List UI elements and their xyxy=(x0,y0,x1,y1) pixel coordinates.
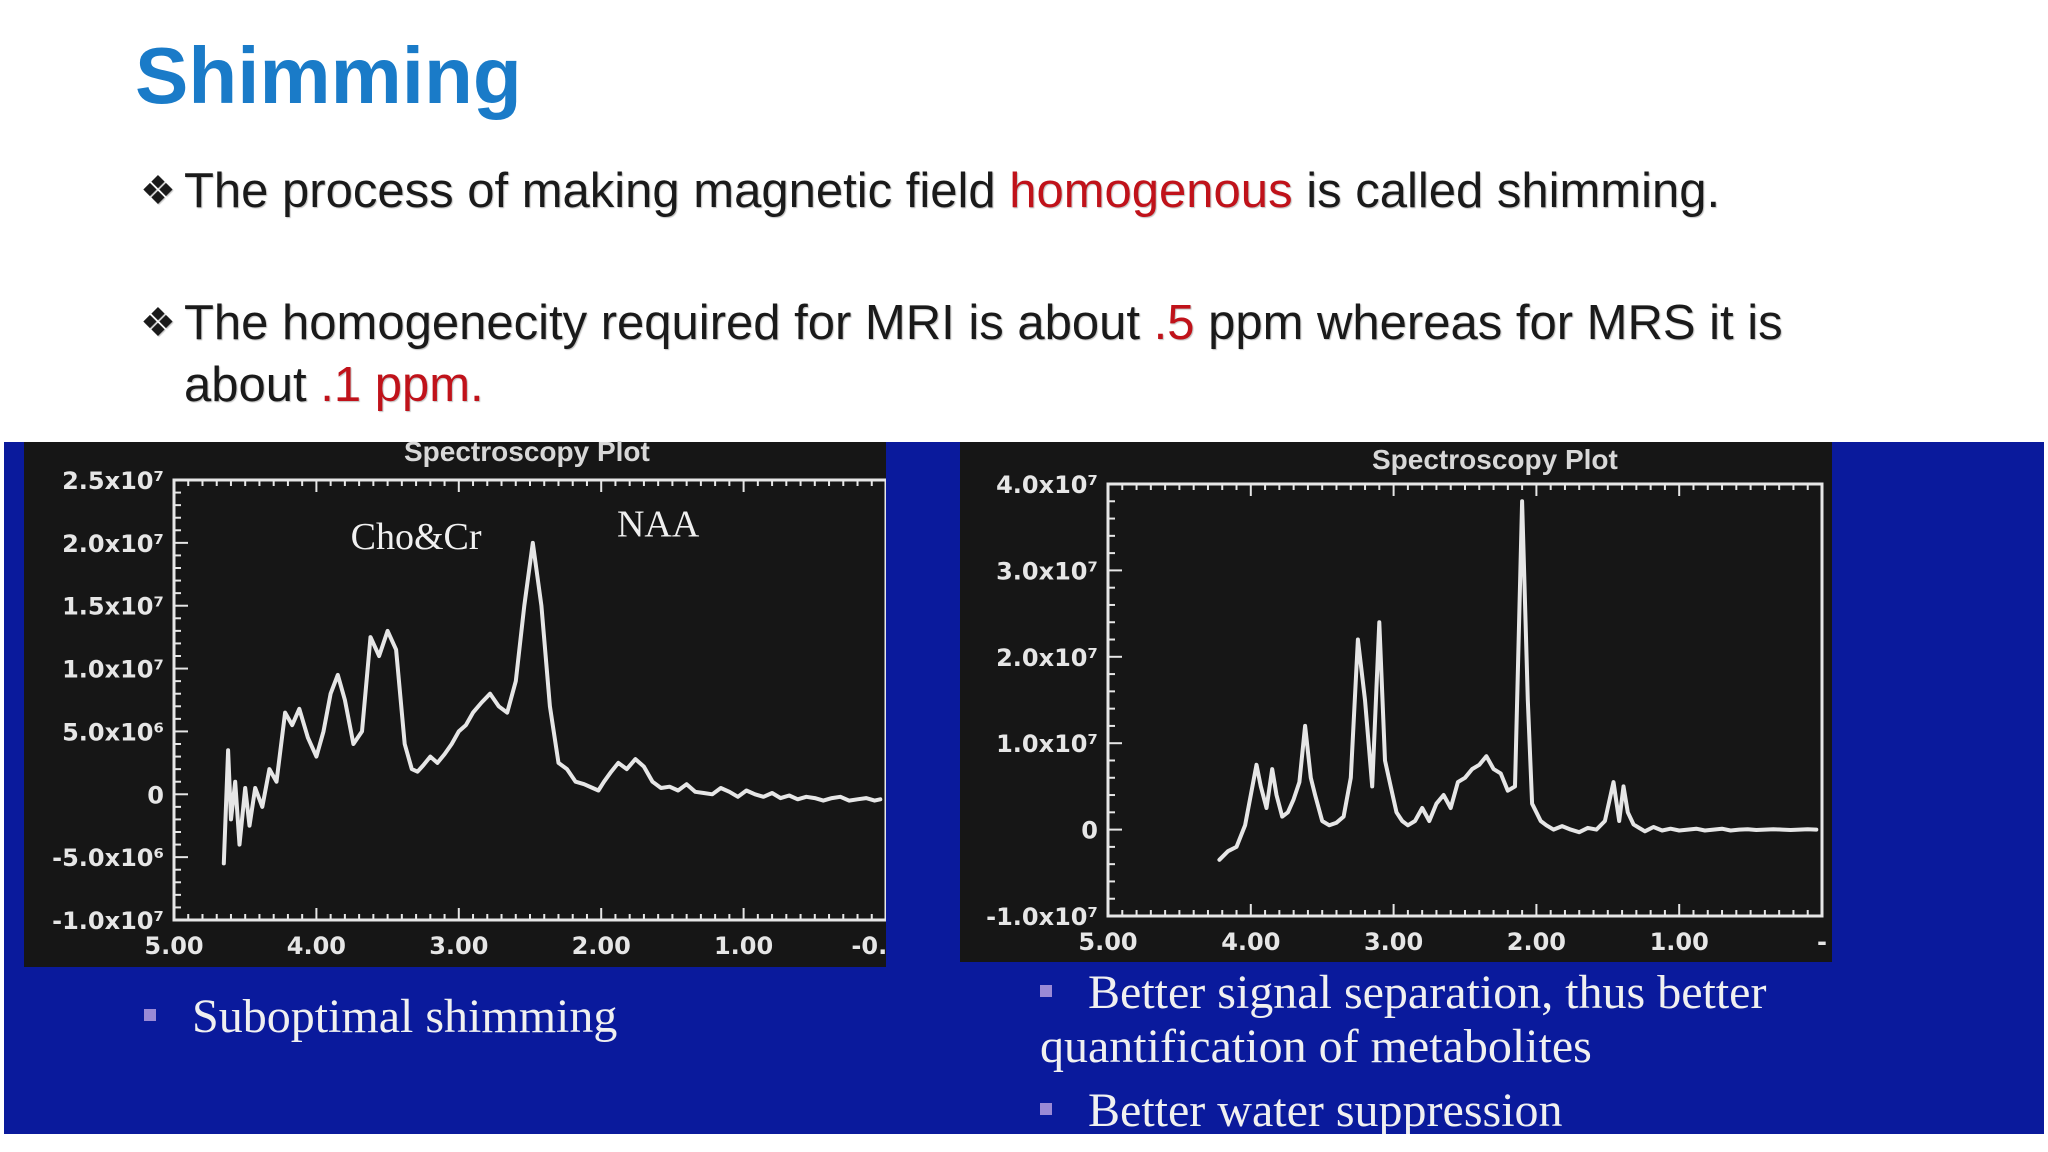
x-tick-label: 3.00 xyxy=(1364,928,1423,956)
x-tick-label: 5.00 xyxy=(1078,928,1137,956)
y-tick-label: 1.0x10⁷ xyxy=(996,730,1098,758)
plot-frame xyxy=(1106,482,1824,918)
y-tick-label: 1.5x10⁷ xyxy=(62,593,164,621)
spectroscopy-plot-optimal: Spectroscopy Plot 4.0x10⁷ 3.0x10⁷ 2.0x10⁷ 1… xyxy=(960,442,1832,962)
bullet2-highlight-mrs: .1 ppm. xyxy=(320,358,484,412)
spectrum-chart-right: 4.0x10⁷ 3.0x10⁷ 2.0x10⁷ 1.0x10⁷ 0 -1.0x10⁷5.0… xyxy=(986,471,1827,956)
bullet2-text-mid: ppm whereas for MRS it is xyxy=(1194,296,1783,350)
plot-title: Spectroscopy Plot xyxy=(404,436,650,467)
diamond-bullet-icon: ❖ xyxy=(140,301,176,345)
y-tick-label: 2.0x10⁷ xyxy=(62,530,164,558)
y-tick-label: 0 xyxy=(1081,817,1098,845)
y-tick-label: 0 xyxy=(147,781,164,809)
bullet2-line2-pre: about xyxy=(184,358,321,412)
y-tick-label: -5.0x10⁶ xyxy=(52,844,164,872)
bullet1-text-pre: The process of making magnetic field xyxy=(184,164,1010,218)
y-tick-label: 2.5x10⁷ xyxy=(62,467,164,495)
caption-suboptimal: Suboptimal shimming xyxy=(144,990,617,1044)
y-tick-label: 4.0x10⁷ xyxy=(996,471,1098,499)
spectrum-chart-left: 2.5x10⁷ 2.0x10⁷ 1.5x10⁷ 1.0x10⁷ 5.0x10⁶ 0 -5.0… xyxy=(52,467,886,960)
square-bullet-icon xyxy=(1040,1102,1052,1115)
caption-suboptimal-text: Suboptimal shimming xyxy=(192,990,618,1043)
caption-water-suppression: Better water suppression xyxy=(1040,1084,1563,1138)
caption-better-separation: Better signal separation, thus better qu… xyxy=(1040,966,2020,1074)
peak-annotation: Cho&Cr xyxy=(351,516,482,558)
y-tick-label: -1.0x10⁷ xyxy=(986,903,1098,931)
spectroscopy-plot-suboptimal: Spectroscopy Plot 2.5x10⁷ 2.0x10⁷ 1.5x10⁷ 1… xyxy=(24,436,886,967)
x-tick-label: 2.00 xyxy=(1507,928,1566,956)
y-tick-label: 1.0x10⁷ xyxy=(62,656,164,684)
x-tick-label: 4.00 xyxy=(1221,928,1280,956)
bullet-homogeneity-requirement: ❖ The homogenecity required for MRI is ab… xyxy=(140,292,1783,416)
plot-frame xyxy=(172,478,886,922)
x-tick-label: -0.00 xyxy=(851,932,886,960)
y-tick-label: 5.0x10⁶ xyxy=(62,718,164,746)
spectrum-series-line xyxy=(1217,499,1819,862)
y-tick-label: 3.0x10⁷ xyxy=(996,557,1098,585)
x-tick-label: 5.00 xyxy=(144,932,203,960)
caption-water-text: Better water suppression xyxy=(1088,1084,1563,1137)
x-tick-label: 1.00 xyxy=(1650,928,1709,956)
diamond-bullet-icon: ❖ xyxy=(140,169,176,213)
bullet1-text-post: is called shimming. xyxy=(1292,164,1721,218)
bullet-shimming-definition: ❖ The process of making magnetic field ho… xyxy=(140,160,1720,222)
y-tick-label: 2.0x10⁷ xyxy=(996,644,1098,672)
x-tick-label: 2.00 xyxy=(572,932,631,960)
x-tick-label: 3.00 xyxy=(429,932,488,960)
bottom-border xyxy=(0,1134,2048,1152)
x-tick-label: - xyxy=(1817,928,1827,956)
square-bullet-icon xyxy=(1040,984,1052,997)
caption-separation-text: Better signal separation, thus better qu… xyxy=(1040,966,1767,1073)
bullet2-text-pre: The homogenecity required for MRI is abo… xyxy=(184,296,1154,350)
bullet1-highlight: homogenous xyxy=(1009,164,1293,218)
spectrum-series-line xyxy=(221,540,883,866)
y-tick-label: -1.0x10⁷ xyxy=(52,907,164,935)
x-tick-label: 4.00 xyxy=(287,932,346,960)
plot-title: Spectroscopy Plot xyxy=(1372,444,1618,475)
square-bullet-icon xyxy=(144,1008,156,1021)
x-tick-label: 1.00 xyxy=(714,932,773,960)
peak-annotation: NAA xyxy=(617,504,700,546)
figure-panel: Spectroscopy Plot 2.5x10⁷ 2.0x10⁷ 1.5x10⁷ 1… xyxy=(4,436,2044,1137)
slide-title: Shimming xyxy=(135,31,522,120)
bullet2-highlight-mri: .5 xyxy=(1153,296,1195,350)
